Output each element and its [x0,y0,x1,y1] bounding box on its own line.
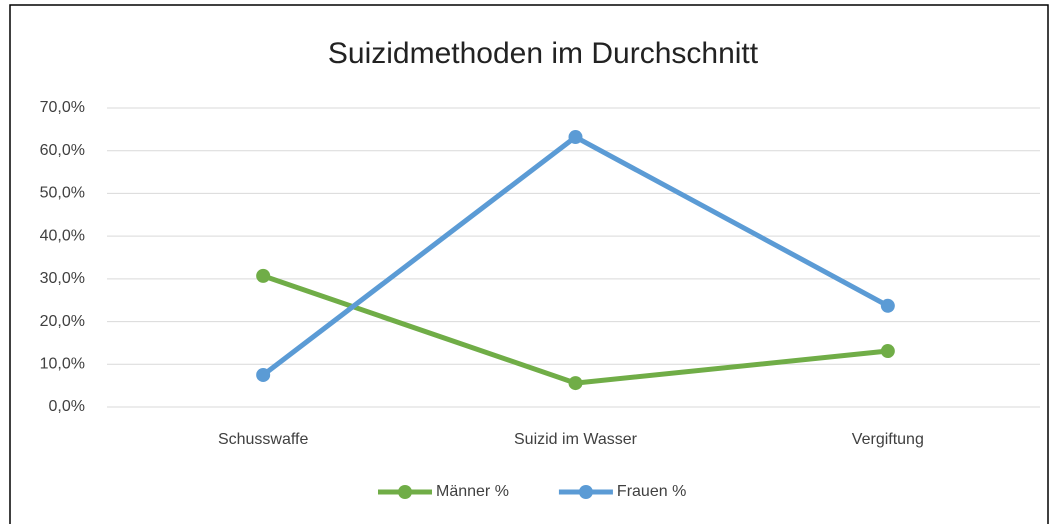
legend-marker [578,485,593,499]
x-tick-label: Schusswaffe [218,431,309,448]
x-tick-label: Vergiftung [852,431,924,448]
data-point [568,376,583,391]
y-tick-label: 40,0% [40,227,85,244]
y-tick-label: 10,0% [40,356,85,373]
y-tick-label: 0,0% [49,398,85,415]
data-point [880,344,895,359]
chart-title: Suizidmethoden im Durchschnitt [328,37,759,70]
legend-marker [398,485,412,499]
x-tick-label: Suizid im Wasser [514,431,638,448]
data-point [256,367,271,382]
chart-frame [9,4,1049,524]
y-tick-label: 20,0% [40,313,85,330]
y-tick-label: 50,0% [40,185,85,202]
data-point [880,298,895,313]
data-point [256,268,271,283]
y-tick-label: 60,0% [40,142,85,159]
data-point [568,130,583,145]
legend-label: Frauen % [617,483,686,500]
y-tick-label: 70,0% [40,99,85,116]
y-tick-label: 30,0% [40,270,85,287]
legend-label: Männer % [436,483,509,500]
